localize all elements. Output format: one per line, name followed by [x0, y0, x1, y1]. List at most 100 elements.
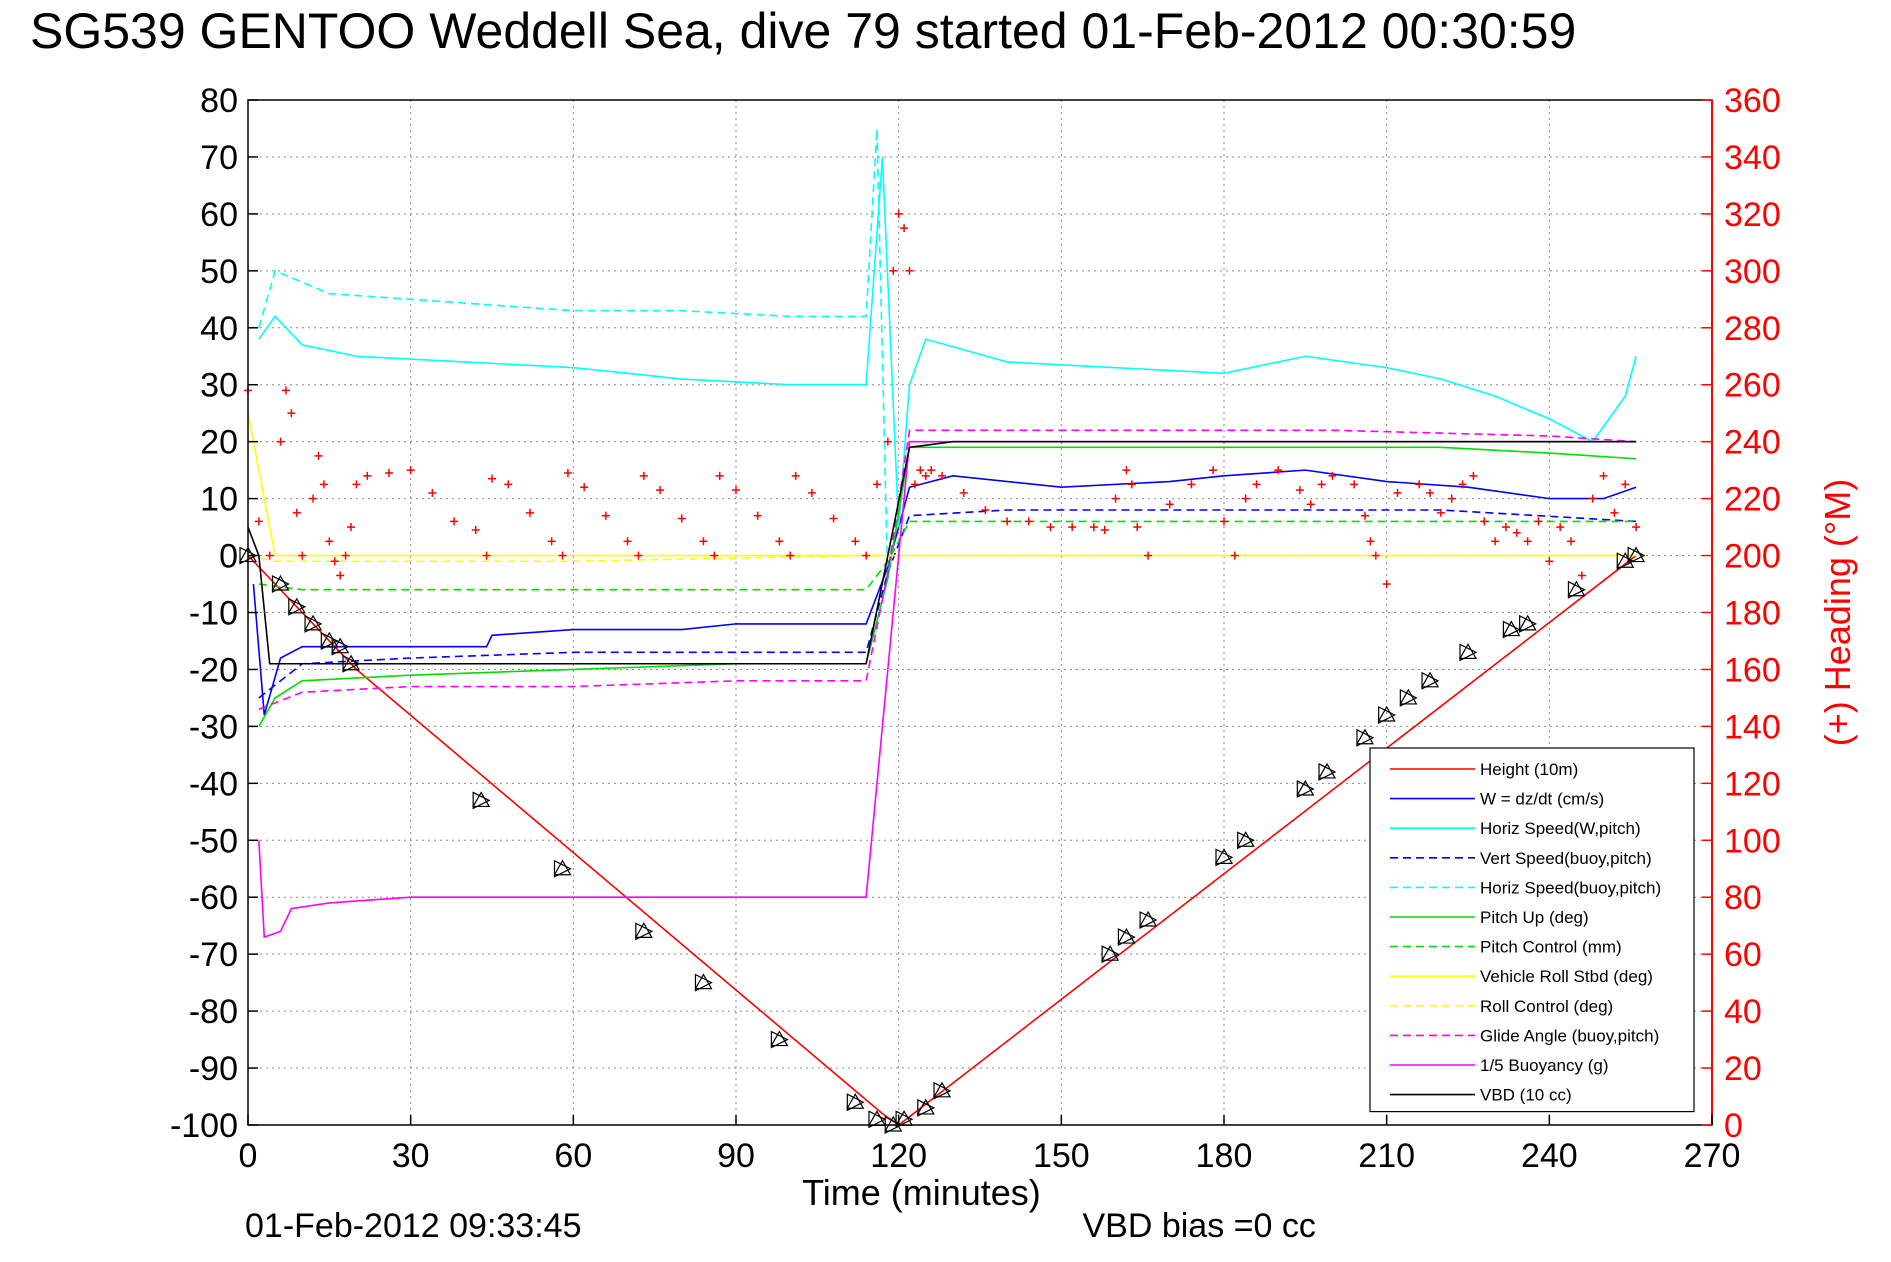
legend-label: VBD (10 cc): [1480, 1086, 1572, 1105]
triangle-marker: [1117, 927, 1136, 947]
series-line-8: [247, 554, 1637, 563]
triangle-up: [472, 791, 491, 808]
right-tick-label: 160: [1724, 651, 1781, 689]
right-tick-label: 20: [1724, 1050, 1762, 1088]
legend-label: 1/5 Buoyancy (g): [1480, 1056, 1609, 1075]
heading-point: [471, 525, 480, 534]
heading-point: [634, 551, 643, 560]
series-line-4: [258, 128, 889, 585]
x-axis-label: Time (minutes): [802, 1172, 1041, 1213]
heading-point: [1491, 537, 1500, 546]
right-tick-label: 40: [1724, 993, 1762, 1031]
heading-point: [330, 557, 339, 566]
triangle-marker: [472, 791, 491, 810]
right-tick-label: 200: [1724, 538, 1781, 576]
triangle-right: [1519, 614, 1537, 633]
heading-point: [1393, 488, 1402, 497]
heading-point: [336, 571, 345, 580]
legend-label: Pitch Up (deg): [1480, 908, 1589, 927]
x-tick-label: 30: [392, 1137, 430, 1175]
triangle-up: [1355, 728, 1375, 745]
heading-point: [829, 514, 838, 523]
y-tick-label: -80: [189, 993, 238, 1031]
heading-point: [1230, 551, 1239, 560]
chart-title: SG539 GENTOO Weddell Sea, dive 79 starte…: [30, 3, 1576, 59]
y-tick-label: 0: [219, 538, 238, 576]
right-tick-label: 100: [1724, 822, 1781, 860]
heading-point: [580, 483, 589, 492]
y-tick-label: 60: [200, 196, 238, 234]
right-tick-label: 0: [1724, 1107, 1743, 1145]
triangle-marker: [1518, 614, 1537, 633]
heading-point: [292, 508, 301, 517]
triangle-up: [1399, 688, 1418, 705]
heading-point: [1621, 480, 1630, 489]
series-line-3: [258, 509, 1637, 699]
legend-label: Vehicle Roll Stbd (deg): [1480, 967, 1653, 986]
right-tick-label: 300: [1724, 253, 1781, 291]
heading-point: [1480, 517, 1489, 526]
y-tick-label: 10: [200, 481, 238, 519]
legend-label: Roll Control (deg): [1480, 997, 1613, 1016]
triangle-marker: [694, 973, 713, 992]
triangle-marker: [1377, 705, 1397, 724]
x-tick-label: 270: [1684, 1137, 1741, 1175]
heading-point: [1127, 480, 1136, 489]
heading-point: [276, 437, 285, 446]
triangle-marker: [1355, 728, 1375, 747]
y-tick-label: 40: [200, 310, 238, 348]
heading-point: [406, 466, 415, 475]
triangle-right: [472, 791, 491, 810]
heading-point: [732, 486, 740, 495]
heading-point: [872, 480, 881, 489]
triangle-marker: [1236, 831, 1256, 850]
heading-point: [889, 266, 898, 275]
heading-point: [504, 480, 513, 489]
y-tick-label: 70: [200, 139, 238, 177]
triangle-right: [1421, 671, 1440, 690]
heading-point: [981, 506, 990, 514]
x-tick-label: 150: [1033, 1137, 1090, 1175]
heading-point: [450, 517, 459, 526]
legend-label: Horiz Speed(buoy,pitch): [1480, 878, 1661, 897]
heading-point: [309, 494, 318, 503]
legend: Height (10m) W = dz/dt (cm/s) Horiz Speed(…: [1369, 747, 1695, 1113]
heading-point: [1241, 494, 1250, 503]
heading-point: [1209, 466, 1218, 475]
triangle-up: [933, 1081, 952, 1098]
right-tick-label: 80: [1724, 879, 1762, 917]
heading-point: [1436, 508, 1445, 517]
heading-point: [1328, 471, 1337, 480]
heading-point: [1567, 537, 1576, 546]
heading-point: [1350, 480, 1359, 489]
heading-point: [1512, 528, 1521, 537]
triangle-marker: [1502, 620, 1521, 639]
heading-point: [900, 224, 909, 233]
heading-point: [547, 537, 556, 546]
triangle-right: [895, 1110, 914, 1129]
heading-point: [352, 480, 361, 489]
triangle-marker: [1296, 779, 1315, 798]
legend-label: Vert Speed(buoy,pitch): [1480, 849, 1652, 868]
heading-point: [1068, 523, 1077, 532]
triangle-right: [1318, 762, 1337, 781]
heading-point: [1523, 537, 1532, 546]
heading-point: [1252, 480, 1261, 489]
series-lines: [247, 128, 1637, 1126]
heading-point: [314, 451, 323, 460]
legend-label: Pitch Control (mm): [1480, 938, 1622, 957]
heading-point: [1133, 523, 1142, 532]
heading-point: [1165, 500, 1174, 509]
heading-point: [319, 480, 328, 489]
triangle-marker: [916, 1098, 936, 1117]
triangle-up: [1139, 910, 1158, 927]
triangle-up: [1101, 944, 1120, 961]
triangle-up: [916, 1098, 935, 1115]
legend-label: W = dz/dt (cm/s): [1480, 790, 1604, 809]
triangle-right: [331, 637, 350, 656]
heading-point: [1545, 557, 1554, 566]
heading-point: [1501, 523, 1510, 532]
triangle-up: [271, 574, 290, 591]
series-line-5: [258, 446, 1637, 727]
y-tick-label: -10: [189, 595, 238, 633]
